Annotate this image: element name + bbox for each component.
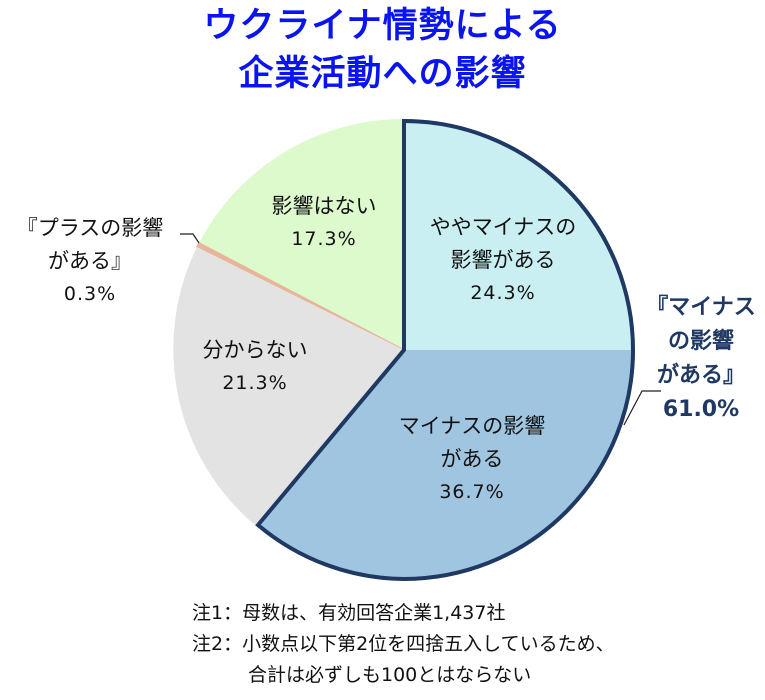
negative-total-callout: 『マイナス の影響 がある』 61.0% — [632, 291, 765, 427]
slice-positive — [195, 241, 405, 351]
footnote-2-continued: 合計は必ずしも100とはならない — [248, 664, 532, 686]
label-negative: マイナスの影響 がある 36.7% — [372, 410, 572, 509]
chart-title-line1: ウクライナ情勢による — [203, 6, 562, 46]
label-unknown: 分からない 21.3% — [185, 334, 325, 400]
callout-text1: 『マイナス — [646, 295, 756, 320]
label-negative-pct: 36.7% — [439, 481, 505, 503]
slice-slightly-negative — [404, 119, 635, 350]
footnotes: 注1：母数は、有効回答企業1,437社 注2：小数点以下第2位を四捨五入している… — [192, 598, 615, 691]
footnote-2: 注2：小数点以下第2位を四捨五入しているため、 — [192, 633, 615, 655]
label-slightly-negative-pct: 24.3% — [470, 282, 536, 304]
slice-unknown — [173, 247, 404, 526]
callout-leader-line — [623, 390, 661, 426]
label-positive: 『プラスの影響 がある』 0.3% — [0, 212, 180, 311]
footnote-1: 注1：母数は、有効回答企業1,437社 — [192, 602, 506, 624]
negative-group-outline — [255, 118, 635, 582]
label-no-impact-text: 影響はない — [271, 194, 377, 218]
label-no-impact: 影響はない 17.3% — [254, 190, 394, 256]
label-unknown-pct: 21.3% — [222, 372, 288, 394]
label-slightly-negative-text2: 影響がある — [450, 248, 556, 272]
callout-text3: がある』 — [656, 363, 745, 388]
slice-no-impact — [199, 118, 404, 351]
label-positive-text2: がある』 — [48, 249, 132, 273]
slice-negative — [256, 350, 635, 580]
callout-pct: 61.0% — [662, 397, 740, 422]
label-unknown-text: 分からない — [202, 338, 308, 362]
label-negative-text2: がある — [440, 447, 504, 471]
callout-text2: の影響 — [667, 329, 734, 354]
positive-leader-line — [180, 233, 200, 244]
label-positive-text1: 『プラスの影響 — [16, 216, 164, 240]
chart-title-line2: 企業活動への影響 — [238, 54, 527, 94]
label-slightly-negative: ややマイナスの 影響がある 24.3% — [405, 211, 601, 310]
label-no-impact-pct: 17.3% — [291, 228, 357, 250]
label-negative-text1: マイナスの影響 — [398, 414, 546, 438]
label-positive-pct: 0.3% — [63, 283, 117, 305]
label-slightly-negative-text1: ややマイナスの — [429, 215, 577, 239]
